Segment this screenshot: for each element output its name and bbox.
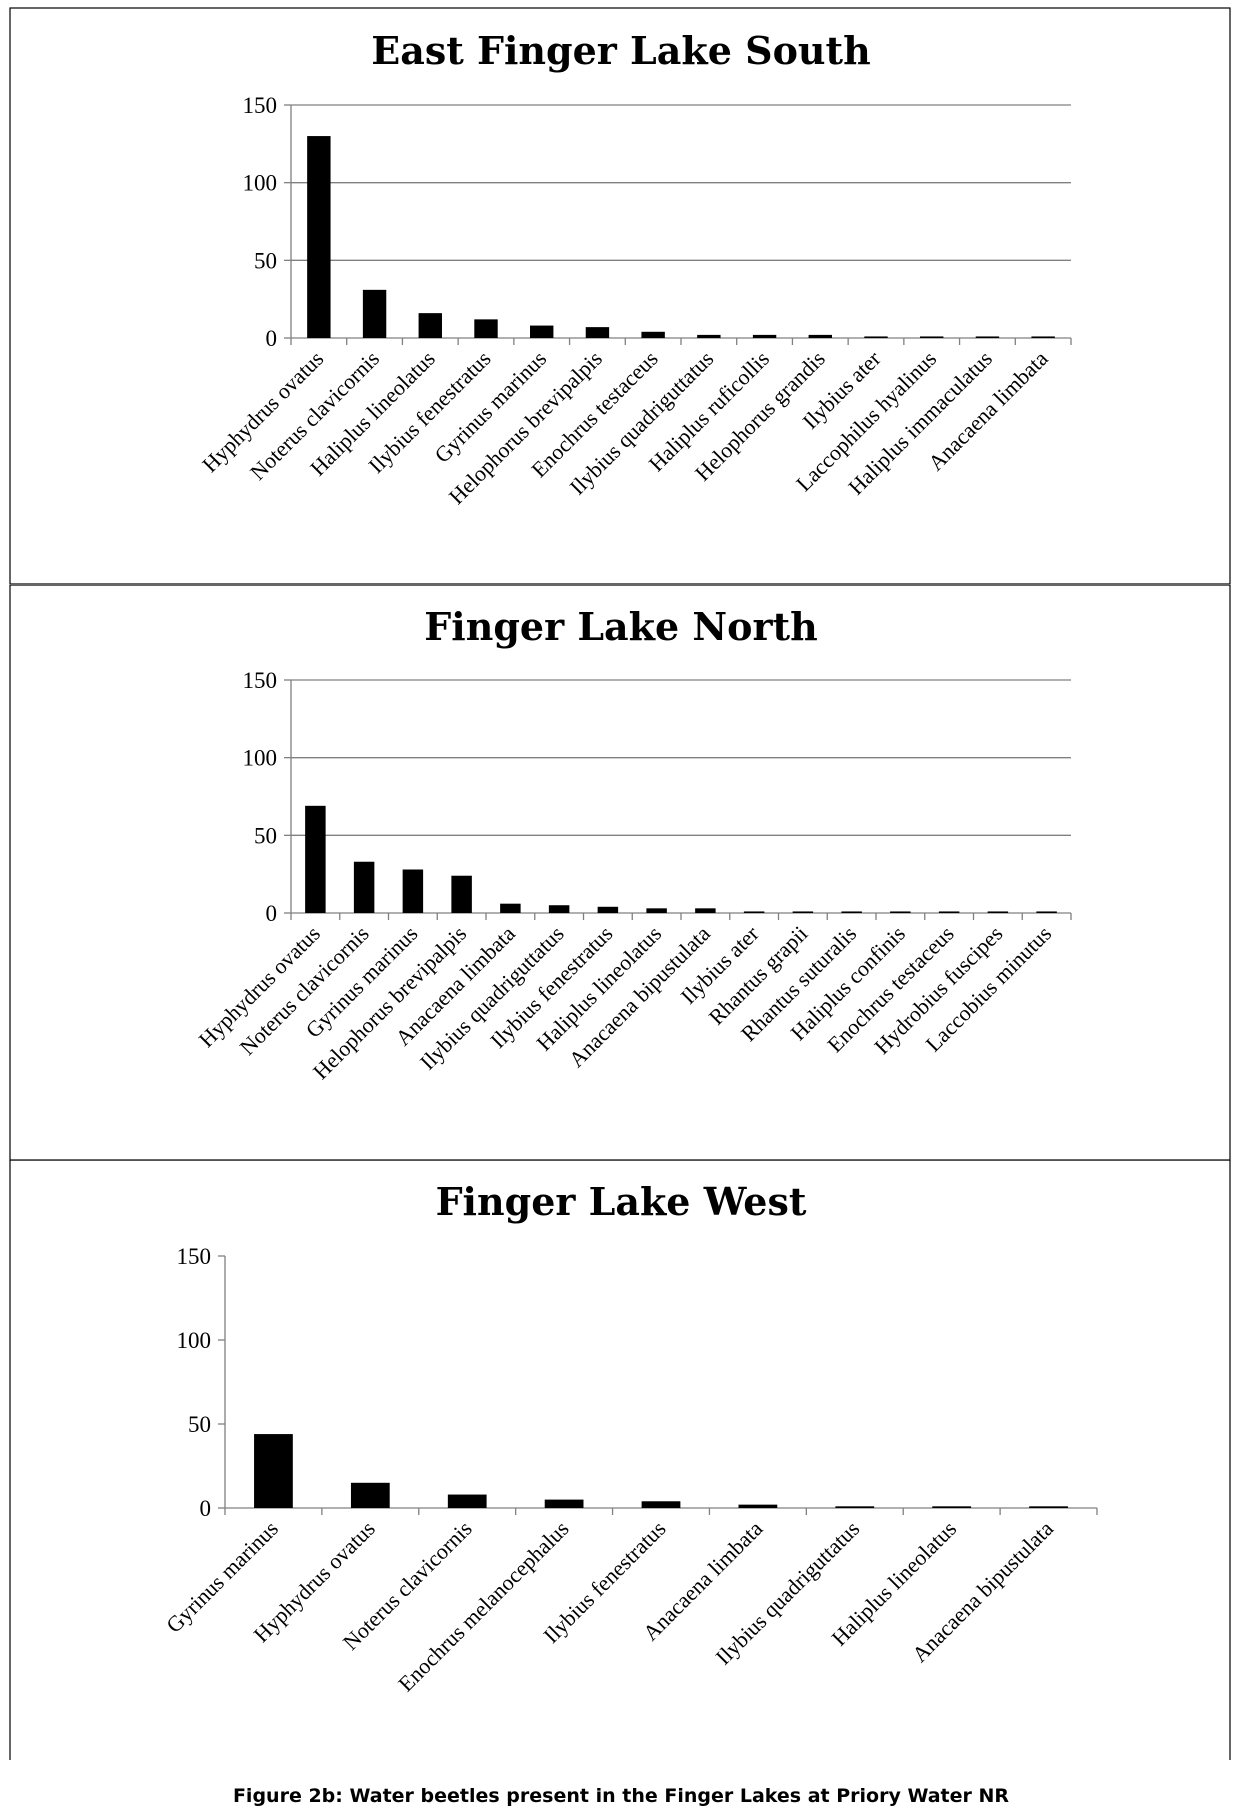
bar-laccobius-minutus — [1036, 911, 1057, 913]
y-tick-label: 50 — [254, 823, 277, 848]
chart-title: Finger Lake West — [436, 1179, 807, 1224]
bar-hyphydrus-ovatus — [305, 805, 326, 913]
y-tick-label: 50 — [254, 248, 277, 273]
y-tick-label: 150 — [177, 1244, 212, 1269]
bar-noterus-clavicornis — [362, 289, 387, 338]
bar-anacaena-limbata — [500, 903, 521, 913]
bar-ilybius-fenestratus — [641, 1501, 681, 1508]
bar-enochrus-testaceus — [641, 331, 665, 338]
bar-ilybius-quadriguttatus — [548, 905, 570, 913]
bar-anacaena-limbata — [738, 1504, 778, 1508]
bar-noterus-clavicornis — [353, 861, 375, 913]
bar-ilybius-quadriguttatus — [835, 1506, 875, 1508]
bar-haliplus-lineolatus — [932, 1506, 972, 1508]
y-tick-label: 100 — [177, 1328, 212, 1353]
bar-haliplus-lineolatus — [418, 313, 442, 338]
bar-anacaena-bipustulata — [1029, 1506, 1068, 1508]
bar-enochrus-melanocephalus — [544, 1499, 584, 1508]
bar-gyrinus-marinus — [254, 1434, 293, 1508]
panel-border — [9, 585, 1231, 1161]
chart-east-finger-lake-south: East Finger Lake South050100150Hyphydrus… — [9, 7, 1231, 585]
bar-ilybius-ater — [743, 911, 765, 913]
bar-ilybius-ater — [864, 336, 888, 338]
chart-title: East Finger Lake South — [371, 28, 870, 73]
bar-gyrinus-marinus — [402, 869, 424, 913]
bar-rhantus-grapii — [792, 911, 814, 913]
bar-rhantus-suturalis — [841, 911, 862, 913]
bar-haliplus-ruficollis — [752, 334, 777, 338]
bar-helophorus-brevipalpis — [585, 327, 610, 338]
y-tick-label: 150 — [243, 668, 278, 693]
y-tick-label: 100 — [243, 746, 278, 771]
bar-ilybius-fenestratus — [597, 906, 619, 913]
x-label-enochrus-melanocephalus: Enochrus melanocephalus — [393, 1516, 574, 1697]
bar-anacaena-bipustulata — [695, 908, 716, 913]
y-tick-label: 0 — [266, 326, 278, 351]
bar-haliplus-confinis — [890, 911, 911, 913]
figure-caption: Figure 2b: Water beetles present in the … — [232, 1785, 1010, 1807]
y-tick-label: 50 — [188, 1412, 211, 1437]
bar-hydrobius-fuscipes — [987, 911, 1009, 913]
y-tick-label: 0 — [200, 1496, 212, 1521]
bar-enochrus-testaceus — [938, 911, 960, 913]
y-tick-label: 100 — [243, 171, 278, 196]
bar-helophorus-brevipalpis — [451, 875, 472, 913]
y-tick-label: 0 — [266, 901, 278, 926]
bar-ilybius-quadriguttatus — [697, 334, 721, 338]
bar-hyphydrus-ovatus — [307, 136, 331, 338]
y-tick-label: 150 — [243, 93, 278, 118]
bar-anacaena-limbata — [1031, 336, 1055, 338]
bar-ilybius-fenestratus — [474, 319, 498, 338]
bar-laccophilus-hyalinus — [920, 336, 944, 338]
bar-gyrinus-marinus — [530, 325, 554, 338]
panel-border — [9, 1160, 1231, 1760]
bar-hyphydrus-ovatus — [350, 1482, 390, 1508]
bar-haliplus-immaculatus — [975, 336, 1000, 338]
panel-border — [9, 7, 1231, 585]
bar-noterus-clavicornis — [447, 1494, 487, 1508]
bar-haliplus-lineolatus — [646, 908, 667, 913]
bar-helophorus-grandis — [808, 334, 832, 338]
chart-title: Finger Lake North — [424, 604, 817, 649]
